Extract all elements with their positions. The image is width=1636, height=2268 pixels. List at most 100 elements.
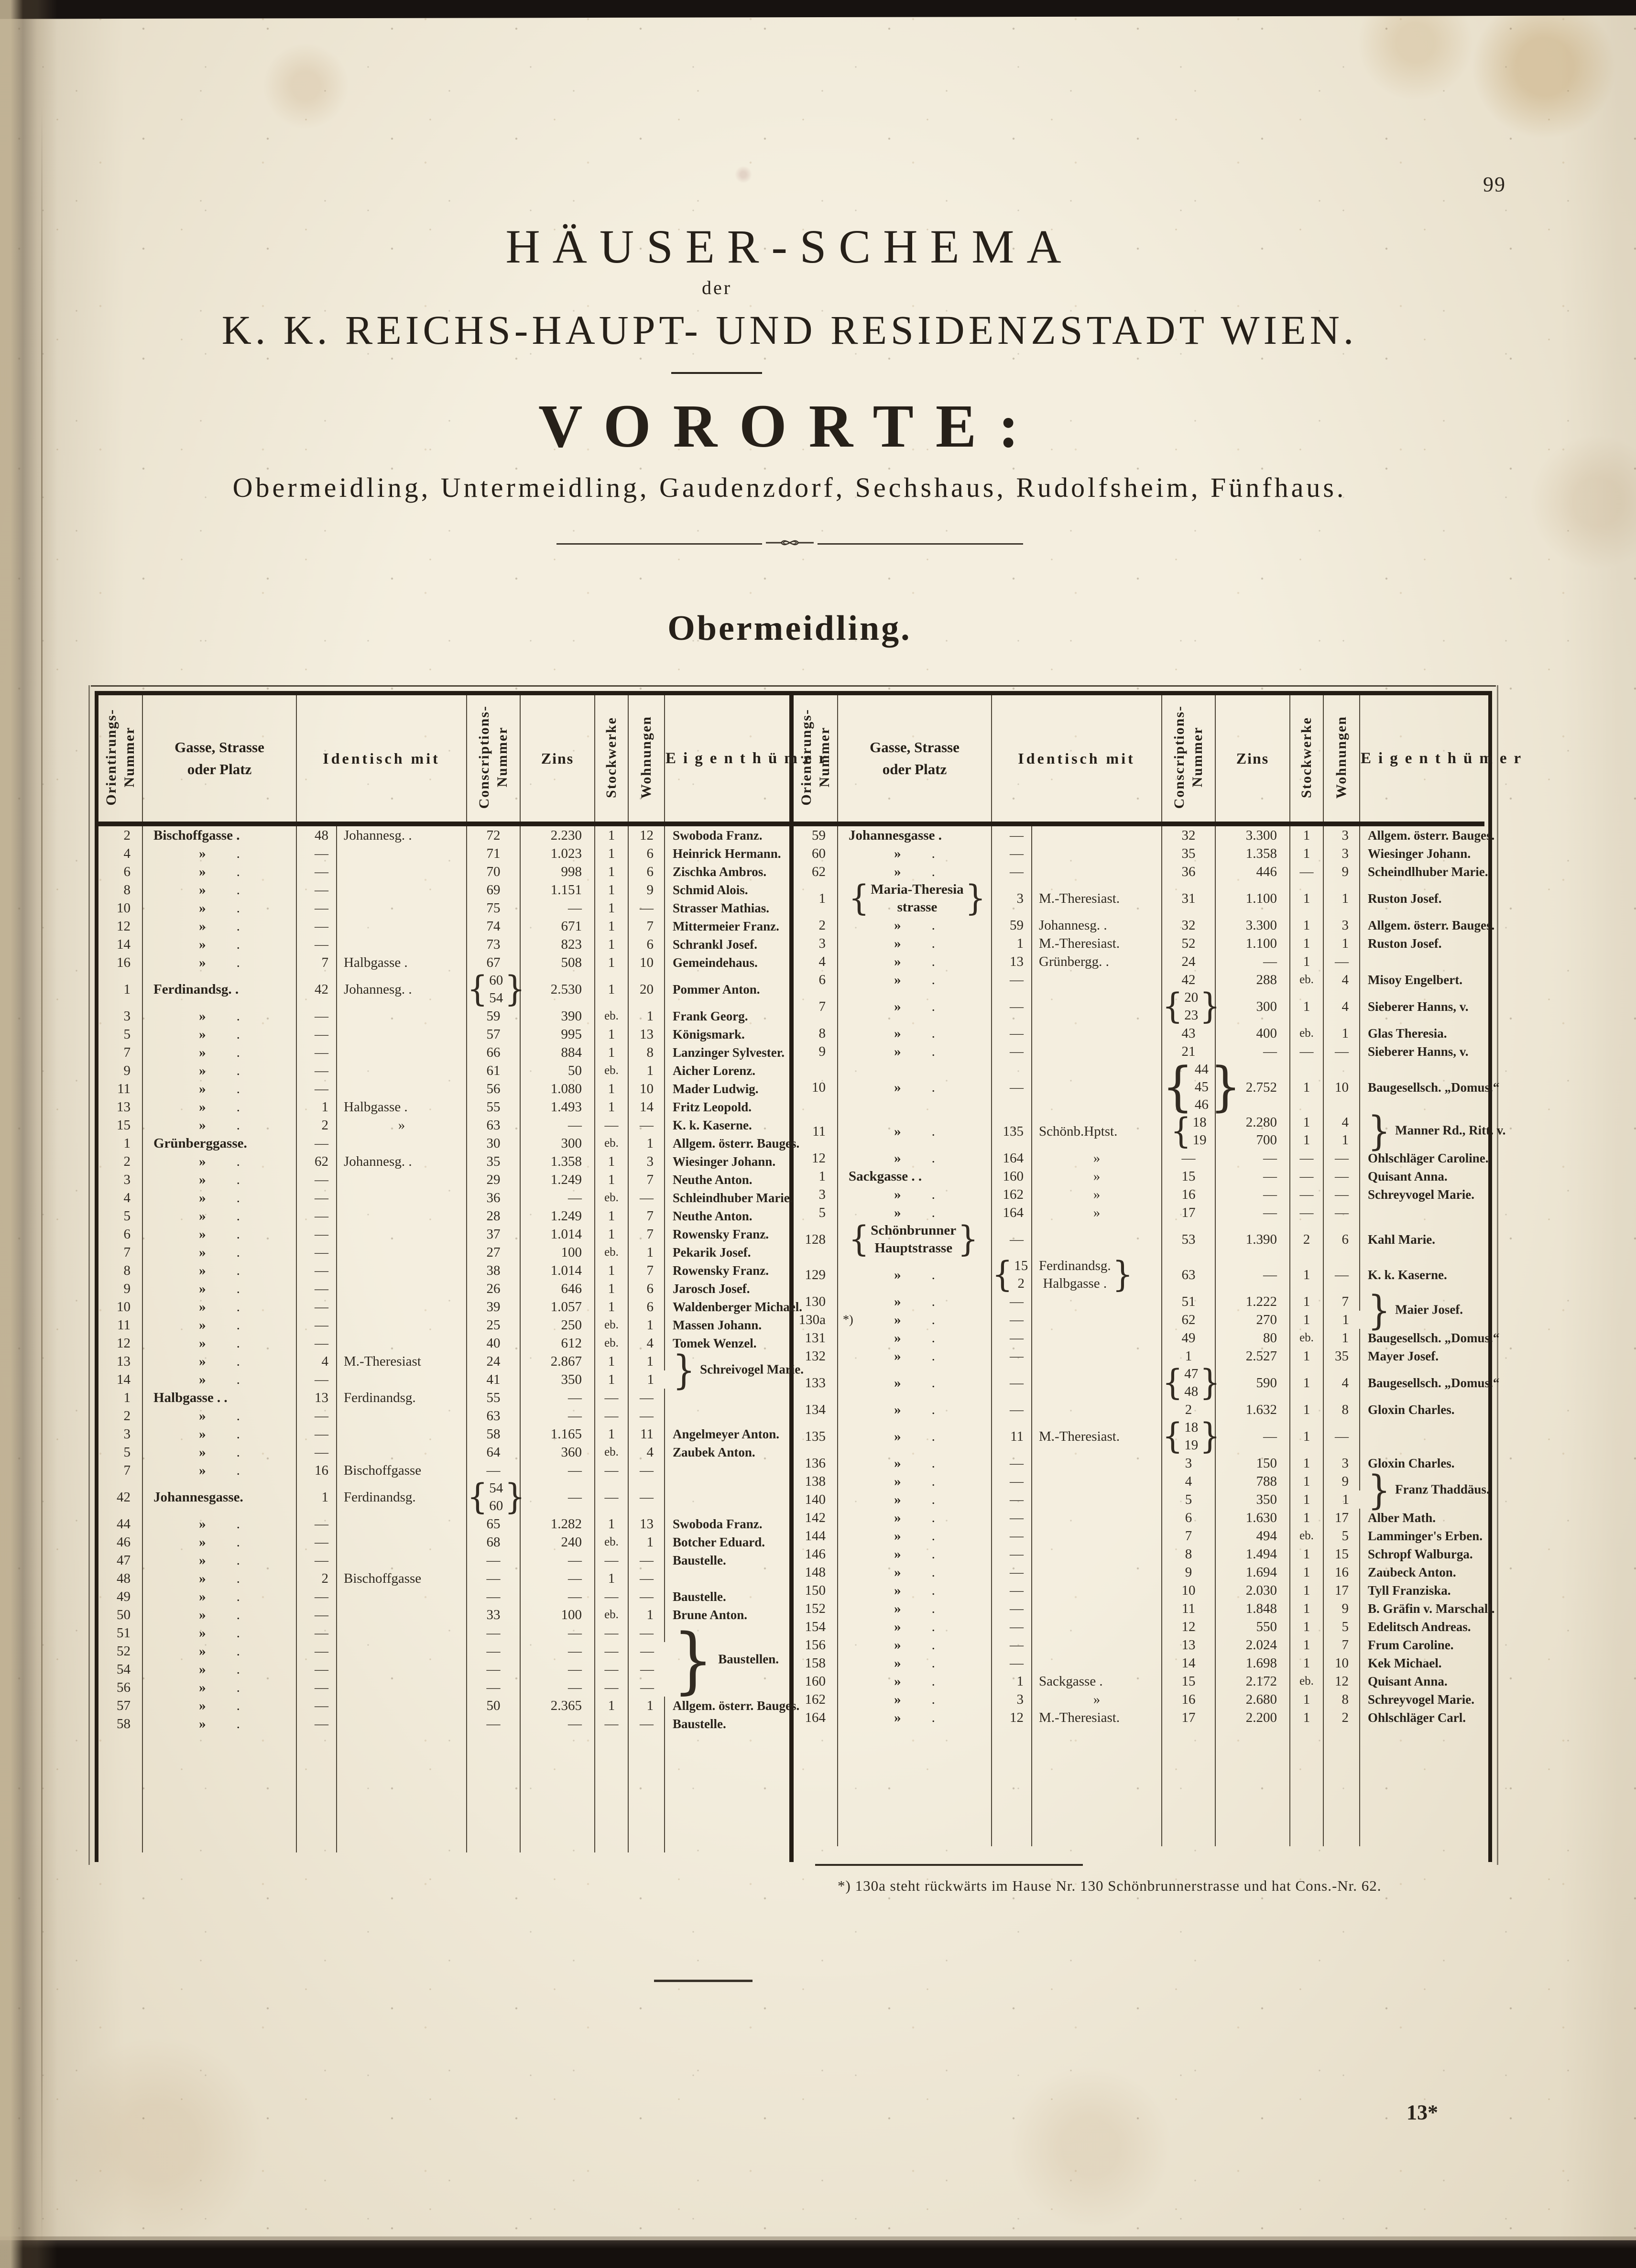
cell-owner: Fritz Leopold.: [673, 1100, 752, 1114]
cell-owner: Mayer Josef.: [1368, 1349, 1439, 1363]
cell-zins: 2.230: [520, 824, 596, 844]
cell-cons: —: [467, 1461, 521, 1479]
cell-stock: 1: [1290, 881, 1324, 916]
cell-gasse: »: [838, 1185, 992, 1204]
cell-stock: eb.: [595, 1134, 629, 1152]
cell-wohn: 10: [628, 1080, 665, 1098]
cell-wohn: —: [1323, 953, 1361, 971]
cell-gasse: Johannesgasse.: [142, 1479, 297, 1515]
cell-wohn: 7: [628, 917, 665, 935]
cell-idnum: —: [296, 881, 337, 899]
cell-idnum: —: [992, 1490, 1032, 1509]
cell-idnum: —: [992, 1545, 1032, 1563]
cell-idnum: —: [992, 1401, 1032, 1419]
cell-orient: 9: [98, 1280, 143, 1298]
column-header-identisch-mit: Identisch mit: [296, 695, 468, 826]
cell-cons: {44 45 46}: [1162, 1056, 1241, 1118]
cell-zins: 350: [1215, 1490, 1291, 1509]
cell-gasse: »: [838, 1401, 992, 1419]
cell-idname: [1032, 1329, 1163, 1347]
cell-gasse: »: [142, 1352, 297, 1370]
table-header-row: Orientirungs- Nummer Gasse, Strasse oder…: [98, 695, 826, 826]
brace-glyph: }: [965, 877, 986, 919]
cell-owner: Allgem. österr. Bauges.: [673, 1136, 800, 1150]
column-header-conscriptions-nummer: Conscriptions- Nummer: [467, 695, 521, 826]
cell-wohn: 6: [1323, 1222, 1361, 1257]
cell-owner: Quisant Anna.: [1368, 1169, 1448, 1183]
cell-cons: 51: [1162, 1293, 1216, 1311]
cell-gasse: »: [838, 1636, 992, 1654]
cell-gasse: »: [838, 1347, 992, 1365]
cell-wohn: 9: [1323, 1472, 1361, 1490]
cell-idname: [337, 1334, 468, 1352]
cell-idname: [337, 899, 468, 917]
cell-wohn: 6: [628, 863, 665, 881]
cell-wohn: 1: [628, 1134, 665, 1152]
cell-stock: 1: [1290, 1419, 1324, 1454]
cell-wohn: 11: [628, 1425, 665, 1443]
cell-gasse: »: [142, 1225, 297, 1243]
cell-idnum: 3: [992, 881, 1032, 916]
cell-cons: 37: [467, 1225, 521, 1243]
cell-idnum: 48: [296, 824, 337, 844]
table-row: 49»—————Baustelle.: [98, 1588, 789, 1606]
cell-idname: [337, 1407, 468, 1425]
cell-cons: 3: [1162, 1454, 1216, 1472]
cell-idname: [337, 1715, 468, 1733]
cell-idnum: —: [296, 1171, 337, 1189]
cell-zins: 590: [1215, 1365, 1291, 1401]
footnote-rule: [815, 1864, 1083, 1866]
cell-idname: [337, 844, 468, 863]
cell-idnum: 2: [296, 1116, 337, 1134]
cell-gasse: »: [142, 1461, 297, 1479]
cell-owner: Baustelle.: [673, 1717, 726, 1731]
cell-cons: —: [467, 1678, 521, 1697]
cell-owner: Ohlschläger Carl.: [1368, 1710, 1466, 1725]
cell-orient: 154: [794, 1618, 838, 1636]
cell-orient: 10: [98, 899, 143, 917]
cell-orient: 5: [98, 1025, 143, 1043]
cell-stock: eb.: [1290, 1329, 1324, 1347]
cell-gasse: »: [142, 1515, 297, 1533]
cell-idname: M.-Theresiast.: [1032, 881, 1163, 916]
cell-cons: {47 48}: [1162, 1362, 1221, 1403]
cell-zins: 508: [520, 953, 596, 972]
cell-idname: Ferdinandsg.: [337, 1389, 468, 1407]
cell-zins: 250: [520, 1316, 596, 1334]
cell-owner: Lamminger's Erben.: [1368, 1529, 1483, 1543]
cell-empty: [665, 1733, 789, 1852]
cell-zins: —: [1215, 1419, 1291, 1454]
cell-idname: Johannesg. .: [337, 1152, 468, 1171]
cell-idnum: —: [992, 1329, 1032, 1347]
cell-stock: 1: [595, 1025, 629, 1043]
cell-stock: 1: [1290, 1636, 1324, 1654]
cell-stock: —: [595, 1116, 629, 1134]
cell-stock: 1: [1290, 1401, 1324, 1419]
cell-stock: 1: [595, 953, 629, 972]
owner-brace-glyph: }: [1368, 1108, 1391, 1154]
cell-stock: 1: [1290, 1365, 1324, 1401]
brace-glyph: }: [1200, 1362, 1221, 1403]
cell-gasse: »: [838, 1472, 992, 1490]
cell-orient: 5: [98, 1207, 143, 1225]
brace-glyph: {: [849, 1218, 870, 1260]
cell-orient: 13: [98, 1098, 143, 1116]
cell-orient: 4: [794, 953, 838, 971]
cell-stock: 1: [595, 1280, 629, 1298]
cell-idnum: —: [992, 1454, 1032, 1472]
cell-cons: 59: [467, 1007, 521, 1025]
table-row: 59 Johannesgasse . — 32 3.300 1 3 Allgem. öster…: [794, 824, 1494, 844]
cell-idname: M.-Theresiast.: [1032, 934, 1163, 953]
cell-wohn: 3: [628, 1152, 665, 1171]
column-header-conscriptions-nummer: Conscriptions- Nummer: [1162, 695, 1216, 826]
cell-owner: Lanzinger Sylvester.: [673, 1045, 785, 1060]
cell-cons: 65: [467, 1515, 521, 1533]
cell-cons: 9: [1162, 1563, 1216, 1581]
cell-owner: Wiesinger Johann.: [1368, 846, 1471, 861]
cell-cons: —: [467, 1551, 521, 1569]
cell-orient: 3: [98, 1425, 143, 1443]
